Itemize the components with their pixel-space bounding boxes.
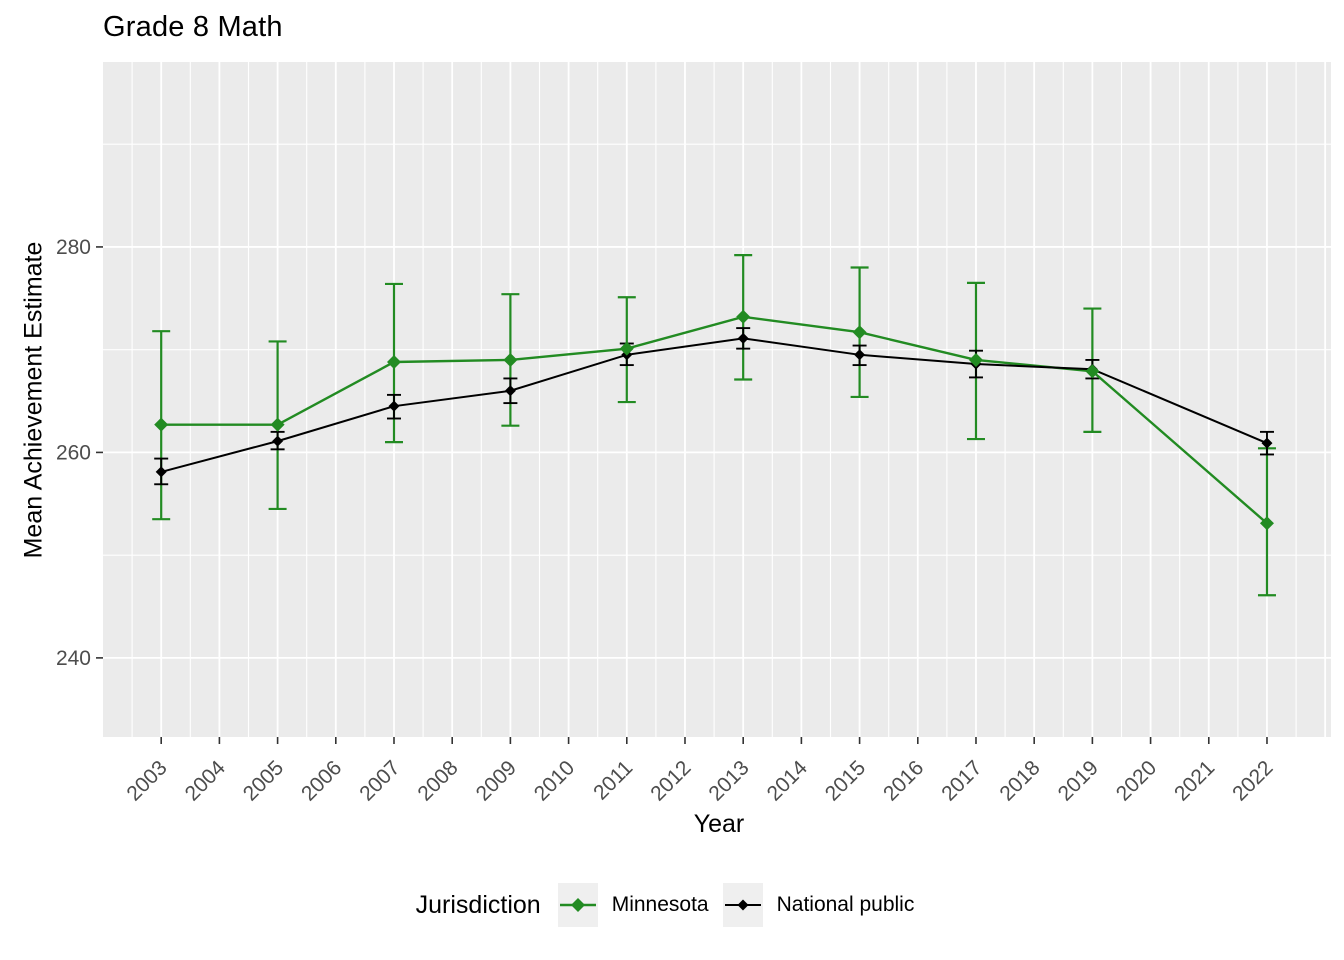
x-tick-label: 2007: [355, 756, 404, 805]
x-tick-label: 2014: [763, 756, 813, 806]
plot-panel: [103, 62, 1331, 737]
y-tick-label: 260: [56, 441, 91, 464]
data-point-minnesota: [968, 352, 983, 367]
data-point-minnesota: [270, 417, 285, 432]
data-point-minnesota: [619, 341, 634, 356]
y-tick-label: 280: [56, 236, 91, 259]
series-line-national-public: [160, 337, 1268, 473]
data-point-national-public: [504, 385, 516, 397]
x-tick-label: 2004: [181, 756, 231, 806]
data-point-national-public: [155, 466, 167, 478]
x-tick-label: 2020: [1112, 756, 1161, 805]
x-tick-label: 2003: [122, 756, 171, 805]
data-point-minnesota: [503, 352, 518, 367]
data-point-minnesota: [852, 325, 867, 340]
x-tick-label: 2010: [530, 756, 579, 805]
data-point-minnesota: [736, 309, 751, 324]
series-line-minnesota: [161, 315, 1268, 525]
y-axis-title: Mean Achievement Estimate: [19, 241, 48, 559]
x-tick-label: 2013: [704, 756, 753, 805]
x-tick-label: 2009: [472, 756, 521, 805]
x-axis-title: Year: [693, 810, 745, 838]
legend-item-minnesota: Minnesota: [557, 883, 709, 927]
chart-title: Grade 8 Math: [103, 11, 283, 43]
x-tick-label: 2005: [239, 756, 288, 805]
x-tick-label: 2012: [646, 756, 695, 805]
legend-item-national-public: National public: [722, 883, 915, 927]
legend-label-national-public: National public: [776, 893, 915, 916]
legend-key-point: [737, 899, 749, 911]
x-tick-label: 2015: [821, 756, 870, 805]
y-tick-label: 240: [56, 647, 91, 670]
data-point-national-public: [388, 400, 400, 412]
data-point-national-public: [272, 435, 284, 447]
data-point-minnesota: [154, 417, 169, 432]
x-tick-label: 2022: [1228, 756, 1277, 805]
x-tick-label: 2006: [297, 756, 346, 805]
x-tick-label: 2019: [1054, 756, 1103, 805]
data-point-minnesota: [386, 355, 401, 369]
x-tick-label: 2018: [995, 756, 1044, 805]
x-tick-label: 2016: [879, 756, 928, 805]
x-tick-label: 2008: [413, 756, 462, 805]
x-tick-label: 2017: [937, 756, 986, 805]
legend-label-minnesota: Minnesota: [611, 893, 709, 916]
x-tick-label: 2011: [589, 756, 637, 804]
legend-title: Jurisdiction: [415, 890, 541, 919]
data-point-national-public: [1261, 437, 1273, 449]
x-tick-label: 2021: [1170, 756, 1219, 805]
legend-key-minnesota-icon: [557, 883, 598, 927]
legend-key-point: [570, 898, 585, 912]
data-point-national-public: [737, 332, 749, 344]
legend: Jurisdiction Minnesota National public: [0, 879, 1344, 931]
data-point-national-public: [854, 349, 866, 361]
data-point-minnesota: [1259, 516, 1274, 531]
data-point-minnesota: [1085, 364, 1100, 379]
legend-key-national-public-icon: [722, 883, 763, 927]
